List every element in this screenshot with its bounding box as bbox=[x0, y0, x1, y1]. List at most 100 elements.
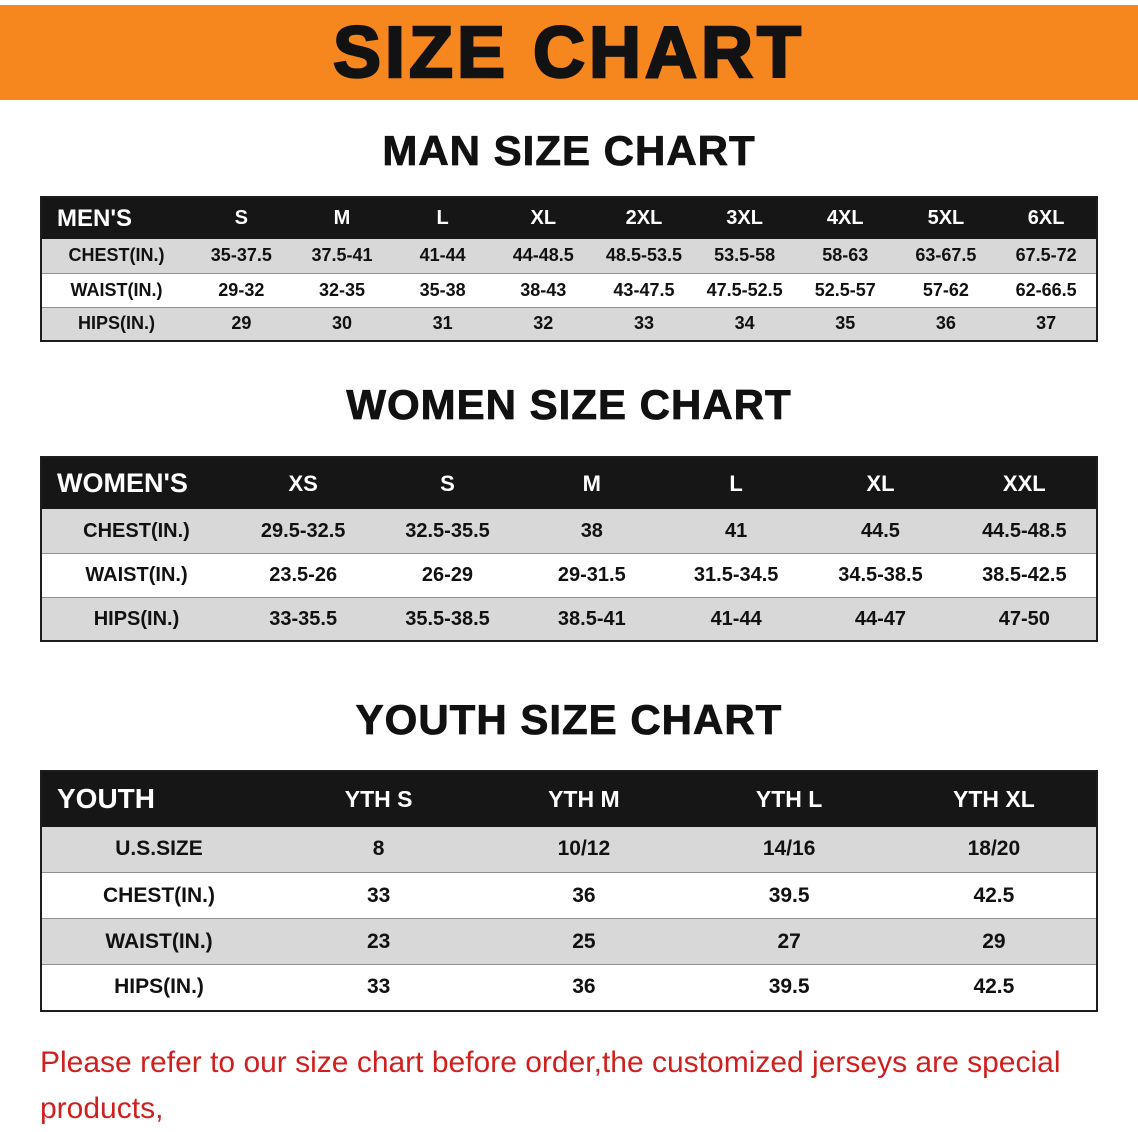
size-value-cell: 27 bbox=[686, 918, 892, 966]
size-column-header: YTH L bbox=[686, 770, 892, 827]
size-value-cell: 31.5-34.5 bbox=[663, 553, 809, 598]
women-size-chart-section: WOMEN SIZE CHART WOMEN'S XS S M L XL XXL CHEST(… bbox=[0, 381, 1138, 643]
size-column-header: XL bbox=[492, 197, 594, 240]
size-value-cell: 29.5-32.5 bbox=[231, 509, 376, 554]
order-notice: Please refer to our size chart before or… bbox=[40, 1040, 1118, 1132]
size-column-header: YTH S bbox=[276, 770, 482, 827]
size-value-cell: 67.5-72 bbox=[996, 239, 1097, 274]
size-column-header: YTH M bbox=[481, 770, 687, 827]
table-header-row: WOMEN'S XS S M L XL XXL bbox=[41, 457, 1097, 510]
size-value-cell: 35-38 bbox=[392, 273, 493, 308]
size-value-cell: 31 bbox=[392, 307, 493, 342]
size-column-header: 4XL bbox=[794, 197, 896, 240]
size-column-header: 5XL bbox=[895, 197, 997, 240]
row-label: CHEST(IN.) bbox=[41, 239, 191, 274]
size-value-cell: 38 bbox=[519, 509, 664, 554]
size-column-header: 2XL bbox=[593, 197, 695, 240]
size-value-cell: 29-32 bbox=[191, 273, 292, 308]
youth-size-table: YOUTH YTH S YTH M YTH L YTH XL U.S.SIZE 8 10/12… bbox=[40, 769, 1098, 1012]
size-column-header: XL bbox=[808, 457, 953, 510]
row-label: WAIST(IN.) bbox=[41, 553, 231, 598]
size-value-cell: 52.5-57 bbox=[794, 273, 896, 308]
size-value-cell: 37 bbox=[996, 307, 1097, 342]
size-value-cell: 32 bbox=[492, 307, 594, 342]
size-value-cell: 14/16 bbox=[686, 826, 892, 874]
size-value-cell: 44.5 bbox=[808, 509, 953, 554]
size-value-cell: 33 bbox=[276, 964, 482, 1012]
size-value-cell: 38.5-41 bbox=[519, 597, 664, 642]
size-value-cell: 35-37.5 bbox=[191, 239, 292, 274]
row-label: CHEST(IN.) bbox=[41, 872, 276, 920]
measurement-row: CHEST(IN.) 29.5-32.5 32.5-35.5 38 41 44.5 44.5… bbox=[41, 509, 1097, 554]
size-value-cell: 36 bbox=[481, 964, 687, 1012]
size-column-header: XXL bbox=[952, 457, 1097, 510]
table-header-row: MEN'S S M L XL 2XL 3XL 4XL 5XL 6XL bbox=[41, 197, 1097, 240]
size-value-cell: 48.5-53.5 bbox=[593, 239, 695, 274]
notice-line-1: Please refer to our size chart before or… bbox=[40, 1045, 1061, 1126]
size-value-cell: 36 bbox=[481, 872, 687, 920]
size-value-cell: 32-35 bbox=[291, 273, 393, 308]
size-value-cell: 23 bbox=[276, 918, 482, 966]
size-column-header: L bbox=[392, 197, 493, 240]
size-column-header: 3XL bbox=[694, 197, 795, 240]
size-value-cell: 29 bbox=[891, 918, 1097, 966]
size-column-header: S bbox=[375, 457, 520, 510]
women-size-chart-heading: WOMEN SIZE CHART bbox=[346, 381, 792, 429]
size-value-cell: 35 bbox=[794, 307, 896, 342]
row-label: CHEST(IN.) bbox=[41, 509, 231, 554]
size-value-cell: 33 bbox=[593, 307, 695, 342]
size-value-cell: 63-67.5 bbox=[895, 239, 997, 274]
size-column-header: M bbox=[519, 457, 664, 510]
size-column-header: M bbox=[291, 197, 393, 240]
row-label: U.S.SIZE bbox=[41, 826, 276, 874]
size-value-cell: 32.5-35.5 bbox=[375, 509, 520, 554]
measurement-row: WAIST(IN.) 29-32 32-35 35-38 38-43 43-47.5 47.… bbox=[41, 273, 1097, 308]
measurement-row: WAIST(IN.) 23.5-26 26-29 29-31.5 31.5-34.5 34… bbox=[41, 553, 1097, 598]
row-label: WAIST(IN.) bbox=[41, 918, 276, 966]
measurement-row: HIPS(IN.) 33 36 39.5 42.5 bbox=[41, 964, 1097, 1012]
measurement-row: U.S.SIZE 8 10/12 14/16 18/20 bbox=[41, 826, 1097, 874]
size-value-cell: 47-50 bbox=[952, 597, 1097, 642]
size-value-cell: 39.5 bbox=[686, 964, 892, 1012]
table-header-label: YOUTH bbox=[41, 770, 276, 827]
size-value-cell: 34 bbox=[694, 307, 795, 342]
row-label: HIPS(IN.) bbox=[41, 597, 231, 642]
size-value-cell: 33-35.5 bbox=[231, 597, 376, 642]
size-column-header: 6XL bbox=[996, 197, 1097, 240]
size-value-cell: 44.5-48.5 bbox=[952, 509, 1097, 554]
size-column-header: XS bbox=[231, 457, 376, 510]
size-value-cell: 38-43 bbox=[492, 273, 594, 308]
size-value-cell: 41-44 bbox=[663, 597, 809, 642]
size-value-cell: 42.5 bbox=[891, 964, 1097, 1012]
size-value-cell: 35.5-38.5 bbox=[375, 597, 520, 642]
size-value-cell: 57-62 bbox=[895, 273, 997, 308]
women-size-table: WOMEN'S XS S M L XL XXL CHEST(IN.) 29.5-32.5 32.5… bbox=[40, 456, 1098, 643]
size-value-cell: 10/12 bbox=[481, 826, 687, 874]
table-header-label: MEN'S bbox=[41, 197, 191, 240]
size-value-cell: 33 bbox=[276, 872, 482, 920]
size-value-cell: 44-48.5 bbox=[492, 239, 594, 274]
size-value-cell: 30 bbox=[291, 307, 393, 342]
row-label: HIPS(IN.) bbox=[41, 964, 276, 1012]
size-value-cell: 38.5-42.5 bbox=[952, 553, 1097, 598]
youth-size-chart-section: YOUTH SIZE CHART YOUTH YTH S YTH M YTH L YTH… bbox=[0, 696, 1138, 1012]
size-value-cell: 29 bbox=[191, 307, 292, 342]
size-value-cell: 23.5-26 bbox=[231, 553, 376, 598]
size-value-cell: 29-31.5 bbox=[519, 553, 664, 598]
size-value-cell: 44-47 bbox=[808, 597, 953, 642]
size-value-cell: 42.5 bbox=[891, 872, 1097, 920]
size-value-cell: 41-44 bbox=[392, 239, 493, 274]
banner: SIZE CHART bbox=[0, 5, 1138, 100]
size-column-header: S bbox=[191, 197, 292, 240]
page-title: SIZE CHART bbox=[332, 12, 805, 93]
measurement-row: WAIST(IN.) 23 25 27 29 bbox=[41, 918, 1097, 966]
table-header-label: WOMEN'S bbox=[41, 457, 231, 510]
size-value-cell: 26-29 bbox=[375, 553, 520, 598]
measurement-row: HIPS(IN.) 29 30 31 32 33 34 35 36 37 bbox=[41, 307, 1097, 342]
men-size-chart-heading: MAN SIZE CHART bbox=[382, 127, 756, 174]
measurement-row: CHEST(IN.) 35-37.5 37.5-41 41-44 44-48.5 48.5… bbox=[41, 239, 1097, 274]
size-value-cell: 62-66.5 bbox=[996, 273, 1097, 308]
men-size-table: MEN'S S M L XL 2XL 3XL 4XL 5XL 6XL CHEST(IN.) 35-37… bbox=[40, 196, 1098, 343]
size-value-cell: 53.5-58 bbox=[694, 239, 795, 274]
